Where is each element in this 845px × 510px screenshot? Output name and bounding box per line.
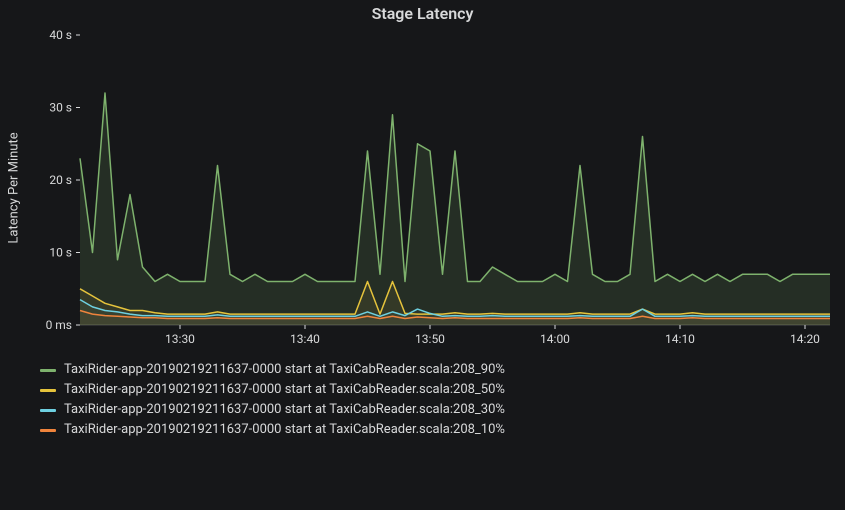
panel-title: Stage Latency [0,0,845,25]
svg-text:14:20: 14:20 [790,332,820,346]
svg-text:13:50: 13:50 [415,332,445,346]
svg-text:40 s: 40 s [49,28,72,42]
y-axis-title: Latency Per Minute [7,132,22,243]
svg-text:0 ms: 0 ms [46,318,72,332]
svg-text:10 s: 10 s [49,246,72,260]
legend-color-swatch [40,409,56,412]
legend-label: TaxiRider-app-20190219211637-0000 start … [64,420,505,440]
svg-text:30 s: 30 s [49,101,72,115]
line-chart[interactable]: 0 ms 10 s 20 s 30 s 40 s 13:30 13:40 13:50 14:00… [0,25,845,350]
legend-item[interactable]: TaxiRider-app-20190219211637-0000 start … [40,420,837,440]
svg-text:13:40: 13:40 [290,332,320,346]
legend: TaxiRider-app-20190219211637-0000 start … [0,350,845,447]
chart-panel: { "title": { "text": "Stage Latency", "f… [0,0,845,510]
svg-text:14:00: 14:00 [540,332,570,346]
legend-item[interactable]: TaxiRider-app-20190219211637-0000 start … [40,360,837,380]
y-axis-title-wrap: Latency Per Minute [4,25,24,350]
svg-text:14:10: 14:10 [665,332,695,346]
legend-color-swatch [40,369,56,372]
svg-text:20 s: 20 s [49,173,72,187]
svg-text:13:30: 13:30 [165,332,195,346]
legend-label: TaxiRider-app-20190219211637-0000 start … [64,360,505,380]
legend-item[interactable]: TaxiRider-app-20190219211637-0000 start … [40,380,837,400]
legend-label: TaxiRider-app-20190219211637-0000 start … [64,380,505,400]
legend-color-swatch [40,389,56,392]
legend-label: TaxiRider-app-20190219211637-0000 start … [64,400,505,420]
legend-color-swatch [40,429,56,432]
legend-item[interactable]: TaxiRider-app-20190219211637-0000 start … [40,400,837,420]
plot-container: Latency Per Minute 0 ms 10 s 20 s 30 s 40 s 1… [0,25,845,350]
